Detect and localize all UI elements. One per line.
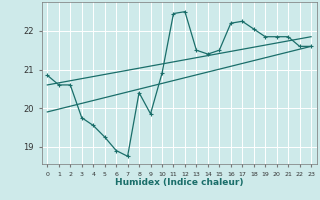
X-axis label: Humidex (Indice chaleur): Humidex (Indice chaleur) (115, 178, 244, 187)
